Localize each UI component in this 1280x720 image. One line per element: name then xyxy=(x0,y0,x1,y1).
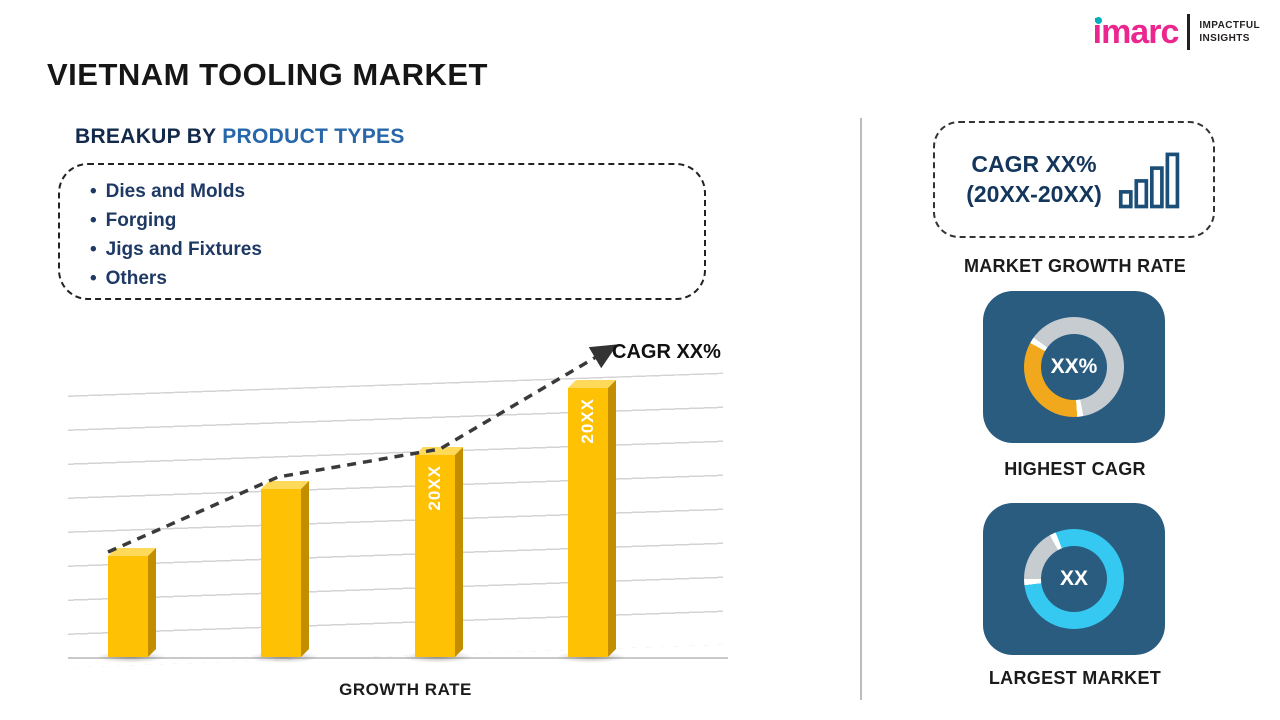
growth-box-line2: (20XX-20XX) xyxy=(966,180,1102,207)
list-item: Jigs and Fixtures xyxy=(90,235,684,264)
largest-market-tile: XX xyxy=(983,503,1165,655)
highest-cagr-tile: XX% xyxy=(983,291,1165,443)
bar-side-face xyxy=(148,548,156,657)
chart-baseline xyxy=(68,657,728,659)
logo-divider xyxy=(1187,14,1191,50)
breakup-heading-accent: PRODUCT TYPES xyxy=(222,125,405,148)
growth-box-text: CAGR XX% (20XX-20XX) xyxy=(966,150,1102,210)
page-title: VIETNAM TOOLING MARKET xyxy=(47,57,488,92)
bar-1 xyxy=(96,548,166,663)
bar-3-column: 20XX xyxy=(415,447,463,657)
vertical-divider xyxy=(860,118,862,700)
chart-gridlines xyxy=(68,372,723,668)
logo-tagline-line2: INSIGHTS xyxy=(1199,33,1250,44)
highest-cagr-value: XX% xyxy=(1050,355,1098,378)
imarc-brand-wrap: imarc xyxy=(1092,13,1180,51)
growth-rate-bar-chart: 20XX 20XX xyxy=(68,344,743,668)
chart-x-axis-label: GROWTH RATE xyxy=(339,680,472,699)
market-growth-rate-caption: MARKET GROWTH RATE xyxy=(963,256,1187,276)
cagr-annotation: CAGR XX% xyxy=(612,341,721,363)
logo-tagline-line1: IMPACTFUL xyxy=(1199,20,1260,31)
breakup-heading: BREAKUP BY PRODUCT TYPES xyxy=(75,125,405,149)
bar-4: 20XX xyxy=(556,380,626,663)
list-item: Others xyxy=(90,264,684,293)
bar-1-column xyxy=(108,548,156,657)
logo-tagline: IMPACTFUL INSIGHTS xyxy=(1199,19,1260,45)
bar-2 xyxy=(249,481,319,663)
growth-box-line1: CAGR XX% xyxy=(971,150,1097,177)
bar-3: 20XX xyxy=(403,447,473,663)
bar-2-column xyxy=(261,481,309,657)
bar-3-label: 20XX xyxy=(425,465,444,511)
list-item: Forging xyxy=(90,206,684,235)
imarc-brand-text: imarc xyxy=(1092,13,1180,51)
bar-4-label: 20XX xyxy=(578,398,597,444)
bar-side-face xyxy=(455,447,463,657)
product-types-list: Dies and Molds Forging Jigs and Fixtures… xyxy=(90,177,684,293)
product-types-box: Dies and Molds Forging Jigs and Fixtures… xyxy=(58,163,706,300)
largest-market-value: XX xyxy=(1059,567,1088,590)
largest-market-caption: LARGEST MARKET xyxy=(988,668,1162,688)
donut-hole xyxy=(1041,546,1107,612)
breakup-heading-prefix: BREAKUP BY xyxy=(75,125,223,148)
imarc-logo-dot-icon xyxy=(1094,17,1102,24)
list-item: Dies and Molds xyxy=(90,177,684,206)
market-growth-rate-box: CAGR XX% (20XX-20XX) xyxy=(933,121,1215,238)
highest-cagr-caption: HIGHEST CAGR xyxy=(1004,459,1146,479)
donut-hole xyxy=(1041,334,1107,400)
bar-chart-icon xyxy=(1118,152,1180,208)
largest-market-donut-chart: XX xyxy=(1024,529,1124,629)
bar-side-face xyxy=(301,481,309,657)
imarc-logo: imarc IMPACTFUL INSIGHTS xyxy=(1093,14,1260,50)
bar-4-column: 20XX xyxy=(568,380,616,657)
highest-cagr-donut-chart: XX% xyxy=(1024,317,1124,417)
bar-side-face xyxy=(608,380,616,657)
